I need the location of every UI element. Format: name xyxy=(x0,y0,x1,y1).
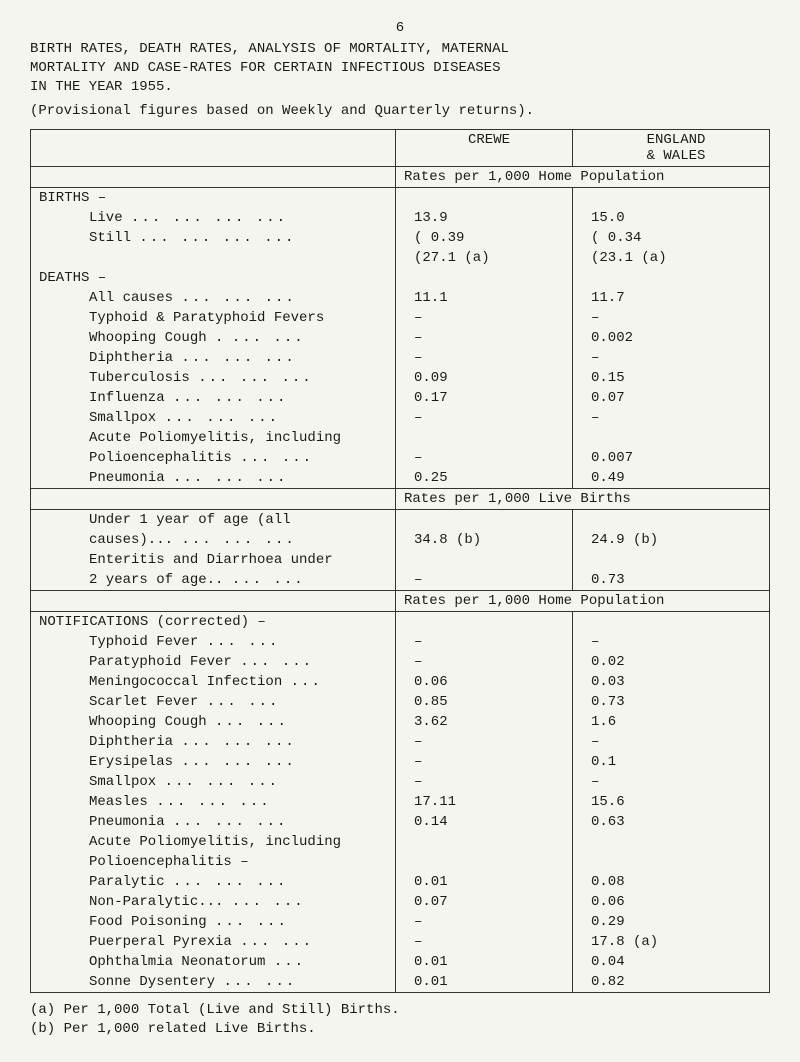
row-label: Live xyxy=(39,210,123,226)
row-label: Non-Paralytic... xyxy=(39,894,223,910)
rates-header-1: Rates per 1,000 Home Population xyxy=(396,166,770,187)
row-label: Polioencephalitis – xyxy=(39,854,249,870)
row-dots: ... ... ... ... xyxy=(139,230,295,246)
row-label: Smallpox xyxy=(39,410,156,426)
footnote-b: (b) Per 1,000 related Live Births. xyxy=(30,1020,770,1040)
row-label: Paralytic xyxy=(39,874,165,890)
row-dots: ... ... ... ... xyxy=(131,210,287,226)
row-crewe: (27.1 (a) xyxy=(396,248,573,268)
row-label: Sonne Dysentery xyxy=(39,974,215,990)
footnotes: (a) Per 1,000 Total (Live and Still) Bir… xyxy=(30,1001,770,1040)
row-label: 2 years of age.. xyxy=(39,572,223,588)
row-label: Puerperal Pyrexia xyxy=(39,934,232,950)
row-label: Erysipelas xyxy=(39,754,173,770)
row-label: Scarlet Fever xyxy=(39,694,198,710)
row-label: Diphtheria xyxy=(39,350,173,366)
rates-header-2: Rates per 1,000 Live Births xyxy=(396,488,770,509)
row-label: Enteritis and Diarrhoea under xyxy=(39,552,333,568)
page-number: 6 xyxy=(30,20,770,36)
row-label: Under 1 year of age (all xyxy=(39,512,291,528)
row-label: Acute Poliomyelitis, including xyxy=(39,834,341,850)
row-label: Diphtheria xyxy=(39,734,173,750)
row-crewe: ( 0.39 xyxy=(396,228,573,248)
subtitle: (Provisional figures based on Weekly and… xyxy=(30,103,770,119)
row-label: Food Poisoning xyxy=(39,914,207,930)
row-eng: 15.0 xyxy=(573,208,770,228)
row-eng: ( 0.34 xyxy=(573,228,770,248)
row-label: causes)... xyxy=(39,532,173,548)
title-block: BIRTH RATES, DEATH RATES, ANALYSIS OF MO… xyxy=(30,40,770,97)
col-header-crewe: CREWE xyxy=(396,129,573,166)
row-label: Influenza xyxy=(39,390,165,406)
row-label: Acute Poliomyelitis, including xyxy=(39,430,341,446)
row-eng: (23.1 (a) xyxy=(573,248,770,268)
notifications-heading: NOTIFICATIONS (corrected) – xyxy=(31,611,396,632)
row-label: Pneumonia xyxy=(39,470,165,486)
row-label: Smallpox xyxy=(39,774,156,790)
row-label: Polioencephalitis xyxy=(39,450,232,466)
row-label: Tuberculosis xyxy=(39,370,190,386)
row-label: All causes xyxy=(39,290,173,306)
rates-header-3: Rates per 1,000 Home Population xyxy=(396,590,770,611)
births-heading: BIRTHS – xyxy=(31,187,396,208)
row-crewe: 13.9 xyxy=(396,208,573,228)
row-label: Ophthalmia Neonatorum xyxy=(39,954,265,970)
footnote-a: (a) Per 1,000 Total (Live and Still) Bir… xyxy=(30,1001,770,1021)
col-header-england: ENGLAND & WALES xyxy=(573,129,770,166)
row-label: Whooping Cough . xyxy=(39,330,223,346)
row-label: Typhoid & Paratyphoid Fevers xyxy=(39,310,324,326)
row-label: Meningococcal Infection xyxy=(39,674,282,690)
row-label: Paratyphoid Fever xyxy=(39,654,232,670)
row-label: Whooping Cough xyxy=(39,714,207,730)
row-label: Typhoid Fever xyxy=(39,634,198,650)
row-label: Measles xyxy=(39,794,148,810)
row-label: Pneumonia xyxy=(39,814,165,830)
deaths-heading: DEATHS – xyxy=(31,268,396,288)
row-label: Still xyxy=(39,230,131,246)
main-table: CREWE ENGLAND & WALES Rates per 1,000 Ho… xyxy=(30,129,770,993)
